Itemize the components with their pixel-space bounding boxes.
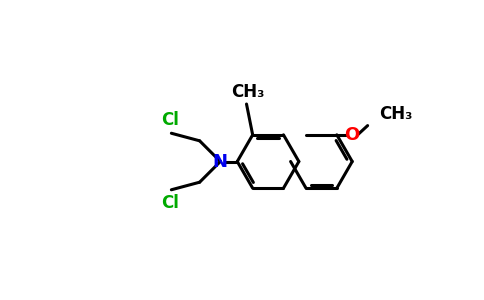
Text: CH₃: CH₃ [231,83,265,101]
Text: N: N [213,152,228,170]
Text: Cl: Cl [161,194,179,212]
Text: CH₃: CH₃ [379,105,412,123]
Text: Cl: Cl [161,111,179,129]
Text: O: O [345,126,360,144]
